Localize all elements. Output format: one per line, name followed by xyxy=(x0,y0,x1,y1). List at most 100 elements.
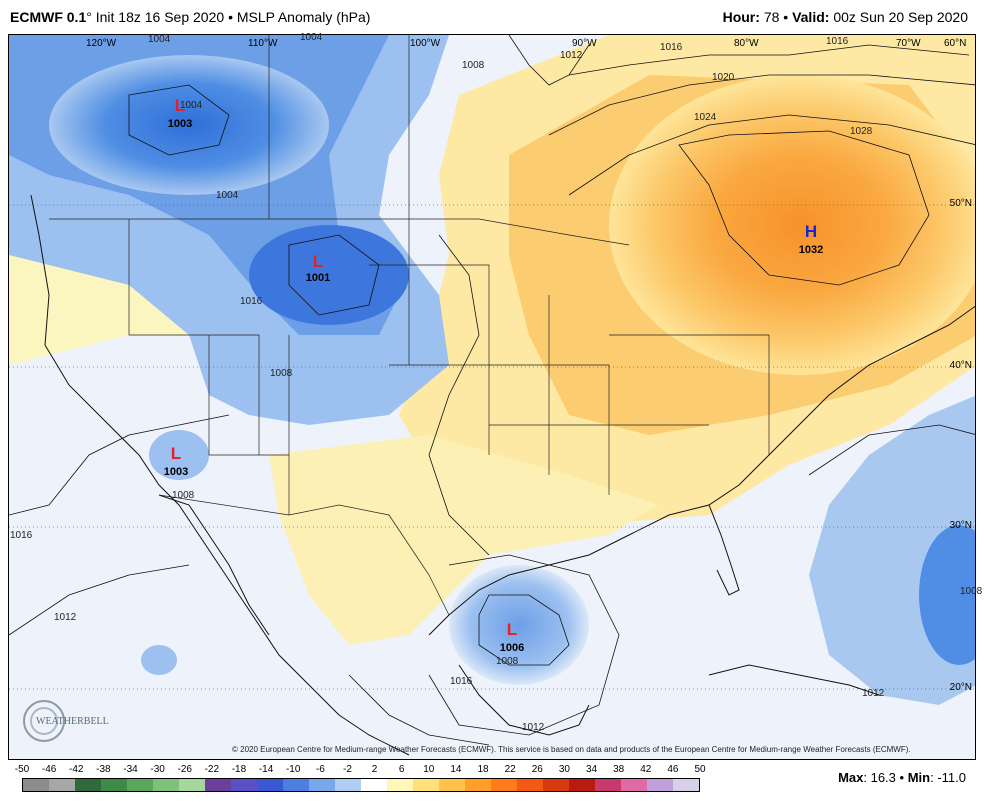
colorbar-tick-label: 42 xyxy=(640,764,652,775)
colorbar-cell xyxy=(335,779,361,791)
colorbar-tick-label: -30 xyxy=(150,764,165,775)
min-value: -11.0 xyxy=(937,770,966,785)
isobar-e xyxy=(548,74,975,136)
isobar-c xyxy=(508,35,590,86)
colorbar-cell xyxy=(673,779,699,791)
contour-label: 1008 xyxy=(960,586,983,597)
pressure-center-value: 1006 xyxy=(499,642,525,654)
contour-label: 1016 xyxy=(240,296,263,307)
contour-label: 1028 xyxy=(850,126,873,137)
header: ECMWF 0.1° Init 18z 16 Sep 2020 • MSLP A… xyxy=(0,0,984,34)
contour-label: 1012 xyxy=(54,612,77,623)
colorbar-cell xyxy=(387,779,413,791)
colorbar-tick-label: -22 xyxy=(204,764,220,775)
pressure-center-value: 1032 xyxy=(798,244,824,256)
contour-label: 1016 xyxy=(10,530,33,541)
pressure-center-value: 1003 xyxy=(163,466,189,478)
valid-value: 00z Sun 20 Sep 2020 xyxy=(833,9,968,25)
colorbar-cell xyxy=(569,779,595,791)
product-name: MSLP Anomaly (hPa) xyxy=(236,9,371,25)
state-line-3 xyxy=(128,219,260,455)
mexico-border xyxy=(158,494,450,616)
contour-label: 1016 xyxy=(450,676,473,687)
southwest-patch xyxy=(149,430,209,480)
colorbar-cell xyxy=(309,779,335,791)
pressure-center-value: 1001 xyxy=(305,272,331,284)
pressure-center-letter: L xyxy=(312,252,324,271)
isobar-d xyxy=(568,44,970,76)
contour-label: 1004 xyxy=(148,34,171,45)
colorbar-tick-label: 10 xyxy=(423,764,435,775)
colorbar-cell xyxy=(257,779,283,791)
colorbar-cell xyxy=(621,779,647,791)
pacific-patch xyxy=(141,645,177,675)
pressure-center-value: 1003 xyxy=(167,118,193,130)
pressure-center-letter: L xyxy=(174,96,186,115)
isobars xyxy=(9,35,975,746)
contour-label: 1008 xyxy=(462,60,485,71)
colorbar-tick-label: -46 xyxy=(41,764,57,775)
lon-label: 110°W xyxy=(248,38,278,49)
colorbar-cell xyxy=(439,779,465,791)
colorbar-tick-label: -42 xyxy=(69,764,84,775)
lat-label: 50°N xyxy=(949,198,972,209)
credit-text: © 2020 European Centre for Medium-range … xyxy=(232,745,911,754)
contour-label: 1024 xyxy=(694,112,717,123)
isobar-gulf-outer xyxy=(428,554,620,736)
coastlines xyxy=(30,194,975,756)
weatherbell-logo xyxy=(23,700,65,742)
colorbar-tick-label: -26 xyxy=(177,764,192,775)
contour-label: 1004 xyxy=(300,32,323,43)
contour-label: 1008 xyxy=(270,368,293,379)
colorbar-tick-label: -2 xyxy=(342,764,352,775)
colorbar-tick-label: -34 xyxy=(123,764,138,775)
isobar-f xyxy=(568,114,975,196)
map xyxy=(8,34,976,760)
min-label: Min xyxy=(907,770,931,785)
init-time: Init 18z 16 Sep 2020 xyxy=(95,9,225,25)
colorbar-tick-label: 2 xyxy=(371,764,378,775)
contour-label: 1020 xyxy=(712,72,735,83)
lat-label: 40°N xyxy=(949,360,972,371)
florida xyxy=(708,504,740,596)
pressure-center-letter: L xyxy=(506,620,518,639)
colorbar-tick-label: -14 xyxy=(258,764,274,775)
isobar-central-low xyxy=(288,234,380,316)
contour-label: 1004 xyxy=(180,100,203,111)
warm-anomaly-south xyxy=(269,435,659,645)
model-name: ECMWF 0.1 xyxy=(10,9,87,25)
isobar-south xyxy=(348,674,490,746)
lon-label: 90°W xyxy=(572,38,597,49)
colorbar-cell xyxy=(413,779,439,791)
colorbar-cell xyxy=(179,779,205,791)
colorbar-bar xyxy=(22,778,700,792)
map-canvas xyxy=(9,35,975,759)
state-line-5 xyxy=(369,264,490,455)
colorbar-cell xyxy=(75,779,101,791)
colorbar-tick-label: -38 xyxy=(96,764,111,775)
colorbar-cell xyxy=(543,779,569,791)
colorbar-tick-label: 6 xyxy=(398,764,405,775)
lon-label: 120°W xyxy=(86,38,117,49)
cuba xyxy=(708,664,880,696)
colorbar-cell xyxy=(101,779,127,791)
lon-label: 70°W xyxy=(896,38,921,49)
state-line-10 xyxy=(609,334,770,455)
isobar-a xyxy=(9,414,230,516)
contour-label: 1008 xyxy=(496,656,519,667)
colorbar-ticks: -50 -46 -42 -38 -34 -30 -26 -22 -18 -14 -10 -6 -2 2 6 1… xyxy=(15,764,706,778)
colorbar-cell xyxy=(205,779,231,791)
baja-peninsula xyxy=(158,494,270,636)
lon-label: 80°W xyxy=(734,38,759,49)
hour-value: 78 xyxy=(763,9,780,25)
colorbar-cell xyxy=(127,779,153,791)
state-line-7 xyxy=(389,364,610,495)
colorbar-cell xyxy=(595,779,621,791)
yucatan xyxy=(458,664,590,736)
colorbar-cell xyxy=(491,779,517,791)
colorbar-tick-label: 50 xyxy=(694,764,706,775)
colorbar-cell xyxy=(647,779,673,791)
colorbar-cell xyxy=(49,779,75,791)
low-pressure-core-north xyxy=(49,55,329,195)
colorbar-cell xyxy=(153,779,179,791)
